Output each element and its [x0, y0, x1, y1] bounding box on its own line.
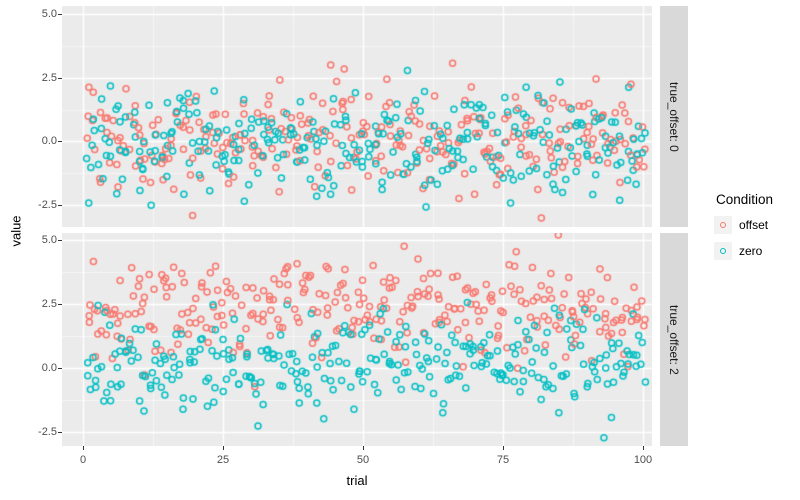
x-tick-label: 100 [633, 454, 653, 466]
y-tick-label: 5.0 [41, 234, 57, 246]
y-tick-label: 2.5 [41, 72, 57, 84]
legend-key [714, 242, 732, 260]
y-axis-tick-mark [58, 14, 62, 15]
legend-entry-label: offset [739, 218, 769, 232]
facet-panel-true-offset-2 [62, 233, 652, 446]
y-axis-tick-mark [58, 78, 62, 79]
y-axis-tick-mark [58, 432, 62, 433]
y-axis-tick-mark [58, 368, 62, 369]
facet-strip-true-offset-0: true_offset: 0 [660, 6, 688, 227]
x-axis-tick-mark [83, 446, 84, 450]
x-axis-tick-mark [643, 446, 644, 450]
scatter-canvas-facet-0 [62, 6, 652, 227]
y-axis-tick-mark [58, 205, 62, 206]
legend-title: Condition [716, 192, 774, 207]
x-axis-tick-mark [223, 446, 224, 450]
y-axis-tick-mark [58, 304, 62, 305]
y-tick-label: 0.0 [41, 135, 57, 147]
facet-strip-label: true_offset: 0 [667, 81, 681, 152]
legend-entry-zero: zero [714, 242, 773, 260]
facet-strip-true-offset-2: true_offset: 2 [660, 233, 688, 446]
offset-point-icon [719, 221, 727, 229]
scatter-canvas-facet-1 [62, 233, 652, 446]
legend-entry-offset: offset [714, 216, 773, 234]
zero-point-icon [719, 247, 727, 255]
facet-panel-true-offset-0 [62, 6, 652, 227]
x-tick-label: 75 [496, 454, 510, 466]
y-tick-label: 5.0 [41, 8, 57, 20]
legend-key [714, 216, 732, 234]
y-axis-tick-mark [58, 141, 62, 142]
legend-entry-label: zero [739, 244, 763, 258]
x-axis-tick-mark [363, 446, 364, 450]
x-axis-title: trial [346, 473, 368, 488]
x-tick-label: 25 [216, 454, 230, 466]
legend: Condition offset zero [714, 192, 773, 268]
y-tick-label: -2.5 [38, 426, 57, 438]
y-tick-label: 0.0 [41, 362, 57, 374]
x-axis-tick-mark [503, 446, 504, 450]
y-axis-tick-mark [58, 240, 62, 241]
x-tick-label: 50 [356, 454, 370, 466]
y-tick-label: 2.5 [41, 298, 57, 310]
y-tick-label: -2.5 [38, 199, 57, 211]
x-tick-label: 0 [79, 454, 87, 466]
facet-strip-label: true_offset: 2 [667, 304, 681, 375]
